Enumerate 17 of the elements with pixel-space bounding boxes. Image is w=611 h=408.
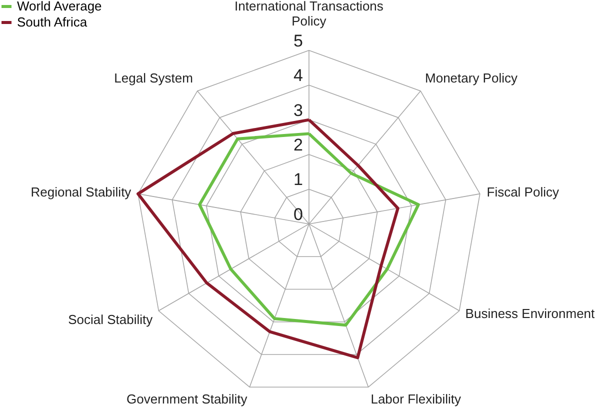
spoke-label: Monetary Policy [425,70,518,86]
spoke-label: International Transactions Policy [234,0,384,28]
y-tick-label: 2 [294,136,303,155]
spoke-label: Labor Flexibility [370,392,462,407]
y-tick-label: 4 [294,66,303,86]
y-tick-label: 3 [294,100,303,120]
y-tick-label: 5 [294,31,303,50]
legend-label: South Africa [17,14,88,30]
spoke-label: Fiscal Policy [486,184,560,200]
spoke-label: Business Environment [465,306,596,322]
legend-label: World Average [17,0,102,14]
spoke-label: Social Stability [68,312,154,328]
spoke-label: Government Stability [126,392,248,407]
y-tick-label: 0 [294,204,303,224]
spoke-label: Legal System [114,70,193,86]
y-tick-label: 1 [294,170,303,190]
spoke-label: Regional Stability [30,184,132,200]
